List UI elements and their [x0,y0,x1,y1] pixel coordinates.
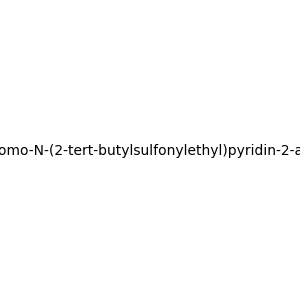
Text: 4-bromo-N-(2-tert-butylsulfonylethyl)pyridin-2-amine: 4-bromo-N-(2-tert-butylsulfonylethyl)pyr… [0,145,300,158]
